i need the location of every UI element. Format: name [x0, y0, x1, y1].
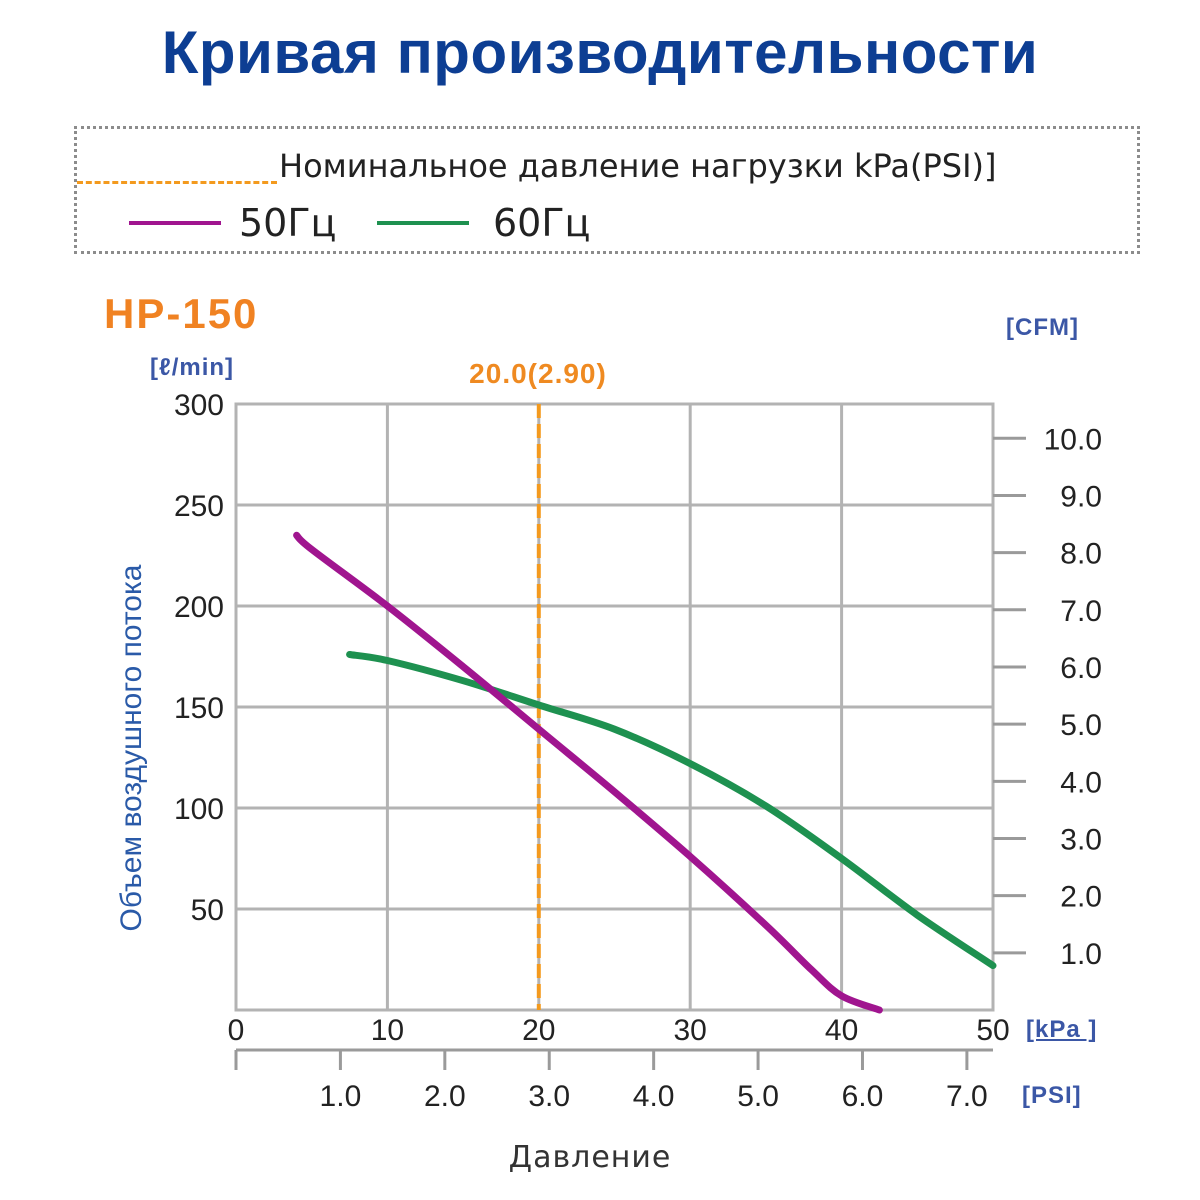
cfm-tick-label: 9.0 [1060, 480, 1102, 513]
cfm-tick-label: 10.0 [1044, 423, 1102, 456]
cfm-tick-label: 2.0 [1060, 881, 1102, 914]
x-tick-label: 10 [371, 1014, 404, 1047]
y-tick-label: 200 [174, 591, 224, 624]
psi-tick-label: 6.0 [842, 1080, 884, 1113]
right-axis-unit: [CFM] [1006, 314, 1079, 341]
psi-tick-label: 5.0 [737, 1080, 779, 1113]
legend-60hz-swatch [377, 221, 469, 225]
series-50hz-line [293, 531, 883, 1014]
legend-60hz-label: 60Гц [493, 201, 591, 245]
y-tick-label: 250 [174, 490, 224, 523]
model-name: HP-150 [104, 290, 259, 337]
cfm-tick-label: 1.0 [1060, 938, 1102, 971]
left-axis-unit: [ℓ/min] [150, 354, 235, 381]
cfm-tick-label: 7.0 [1060, 595, 1102, 628]
legend-nominal-swatch [77, 181, 277, 184]
legend-nominal-label: Номинальное давление нагрузки kPa(PSI)] [279, 147, 997, 185]
y-tick-label: 100 [174, 793, 224, 826]
psi-tick-label: 3.0 [528, 1080, 570, 1113]
y-tick-label: 300 [174, 389, 224, 422]
x-axis-label: Давление [508, 1140, 672, 1175]
page-title: Кривая производительности [161, 19, 1039, 86]
psi-tick-label: 7.0 [946, 1080, 988, 1113]
bottom-axis-unit-psi: [PSI] [1022, 1082, 1082, 1109]
legend: Номинальное давление нагрузки kPa(PSI)] … [74, 126, 1140, 254]
psi-tick-label: 4.0 [633, 1080, 675, 1113]
psi-tick-label: 2.0 [424, 1080, 466, 1113]
nominal-pressure-label: 20.0(2.90) [469, 358, 607, 389]
cfm-tick-label: 8.0 [1060, 538, 1102, 571]
legend-50hz-label: 50Гц [239, 201, 337, 245]
y-tick-label: 150 [174, 692, 224, 725]
x-tick-label: 40 [825, 1014, 858, 1047]
bottom-axis-unit-kpa: [kPa ] [1026, 1016, 1098, 1043]
cfm-tick-label: 5.0 [1060, 709, 1102, 742]
cfm-tick-label: 4.0 [1060, 766, 1102, 799]
legend-50hz-swatch [129, 221, 221, 225]
x-tick-label: 30 [674, 1014, 707, 1047]
y-tick-label: 50 [191, 894, 224, 927]
cfm-tick-label: 3.0 [1060, 823, 1102, 856]
x-tick-label: 20 [522, 1014, 555, 1047]
cfm-tick-label: 6.0 [1060, 652, 1102, 685]
series-60hz-line [346, 651, 997, 970]
x-tick-label: 0 [228, 1014, 245, 1047]
x-tick-label: 50 [976, 1014, 1009, 1047]
psi-tick-label: 1.0 [320, 1080, 362, 1113]
